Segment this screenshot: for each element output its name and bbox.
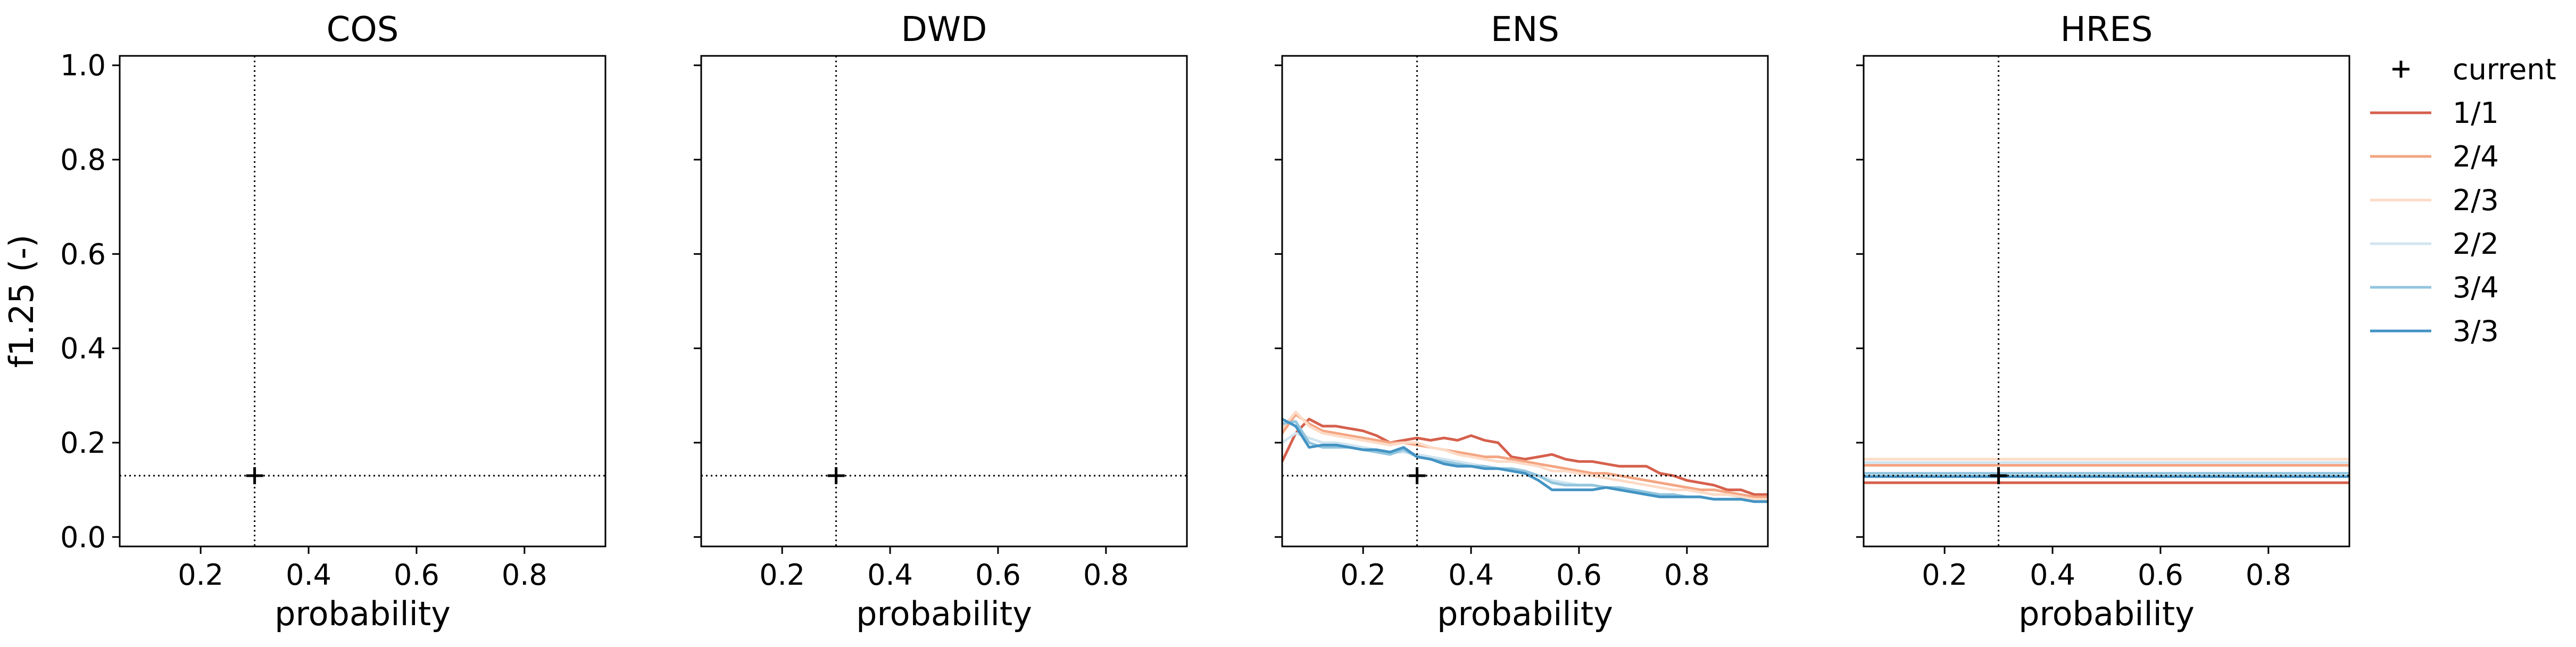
y-tick-label: 0.0 (60, 520, 106, 554)
panel-title: HRES (2060, 10, 2153, 49)
legend-label: 3/3 (2453, 314, 2499, 348)
x-tick-label: 0.2 (178, 558, 223, 592)
legend-label: current (2453, 53, 2556, 86)
legend: current 1/1 2/4 2/3 2/2 3/4 3/3 (2370, 53, 2556, 348)
panel-title: COS (327, 10, 399, 49)
series-line-3-3 (1282, 418, 1768, 503)
legend-label: 1/1 (2453, 96, 2499, 130)
legend-item-2-4: 2/4 (2370, 140, 2499, 173)
x-tick-label: 0.8 (1664, 558, 1710, 592)
series-group (1282, 410, 1768, 503)
x-tick-label: 0.4 (1448, 558, 1494, 592)
legend-label: 2/4 (2453, 140, 2499, 173)
series-line-2-3 (1282, 410, 1768, 501)
x-tick-label: 0.6 (975, 558, 1021, 592)
panel-title: ENS (1491, 10, 1559, 49)
legend-item-3-4: 3/4 (2370, 271, 2499, 304)
panel-dwd: DWD 0.2 0.4 0.6 0.8 probability (694, 10, 1188, 633)
x-tick-label: 0.6 (2138, 558, 2183, 592)
legend-label: 3/4 (2453, 271, 2499, 304)
y-tick-label: 0.2 (60, 426, 106, 460)
x-tick-label: 0.2 (759, 558, 805, 592)
legend-item-current: current (2392, 53, 2556, 86)
x-tick-label: 0.6 (394, 558, 439, 592)
x-tick-label: 0.8 (502, 558, 547, 592)
x-tick-label: 0.8 (2246, 558, 2291, 592)
x-tick-label: 0.8 (1083, 558, 1129, 592)
legend-label: 2/2 (2453, 227, 2499, 261)
x-axis-label: probability (856, 594, 1032, 633)
y-tick-label: 0.4 (60, 332, 106, 366)
panel-hres: HRES 0.2 0.4 0.6 0.8 probability (1856, 10, 2350, 633)
x-axis-label: probability (1437, 594, 1613, 633)
panel-cos: COS 0.2 0.4 0.6 0.8 0.0 0.2 0.4 0.6 0.8 1.0 probabi… (2, 10, 606, 633)
plot-frame (119, 55, 606, 548)
panels: COS 0.2 0.4 0.6 0.8 0.0 0.2 0.4 0.6 0.8 1.0 probabi… (2, 10, 2350, 633)
x-tick-label: 0.4 (286, 558, 331, 592)
x-tick-label: 0.2 (1340, 558, 1386, 592)
legend-item-3-3: 3/3 (2370, 314, 2499, 348)
current-marker (246, 467, 263, 485)
series-group (1864, 458, 2349, 484)
current-marker (1408, 467, 1426, 485)
current-marker (1990, 467, 2007, 485)
plot-frame (1281, 55, 1769, 548)
y-tick-label: 1.0 (60, 49, 106, 82)
plot-frame (1863, 55, 2350, 548)
series-line-2-4 (1282, 413, 1768, 499)
legend-item-2-2: 2/2 (2370, 227, 2499, 261)
series-line-1-1 (1282, 418, 1768, 496)
x-axis-label: probability (275, 594, 451, 633)
x-tick-label: 0.2 (1922, 558, 1967, 592)
y-tick-label: 0.6 (60, 237, 106, 271)
legend-item-2-3: 2/3 (2370, 184, 2499, 217)
y-tick-label: 0.8 (60, 143, 106, 177)
panel-ens: ENS 0.2 0.4 0.6 0.8 probability (1275, 10, 1769, 633)
x-axis-label: probability (2018, 594, 2195, 633)
y-axis-label: f1.25 (-) (2, 235, 41, 368)
x-tick-label: 0.6 (1556, 558, 1602, 592)
x-tick-label: 0.4 (867, 558, 913, 592)
panel-title: DWD (901, 10, 987, 49)
legend-item-1-1: 1/1 (2370, 96, 2499, 130)
legend-label: 2/3 (2453, 184, 2499, 217)
plot-frame (700, 55, 1188, 548)
x-tick-label: 0.4 (2030, 558, 2075, 592)
current-marker (827, 467, 845, 485)
